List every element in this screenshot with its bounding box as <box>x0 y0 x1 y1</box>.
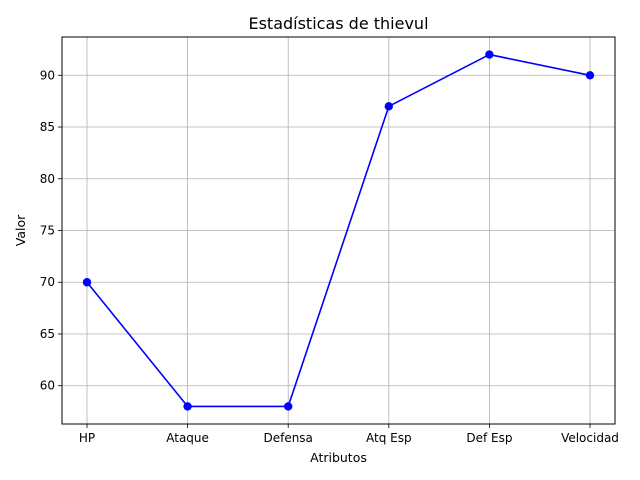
y-tick-label: 80 <box>40 172 55 186</box>
y-tick-label: 65 <box>40 327 55 341</box>
chart-title: Estadísticas de thievul <box>248 14 428 33</box>
data-point <box>82 278 92 287</box>
y-tick-label: 85 <box>40 120 55 134</box>
x-tick-label: Ataque <box>166 431 209 445</box>
data-point <box>284 402 293 411</box>
series-line <box>86 53 591 408</box>
y-tick-label: 60 <box>40 379 55 393</box>
x-tick-label: Def Esp <box>466 431 512 445</box>
x-tick-label: Atq Esp <box>366 431 412 445</box>
y-tick-label: 70 <box>40 275 55 289</box>
grid <box>62 37 615 424</box>
x-tick-label: Defensa <box>263 431 312 445</box>
x-axis-label: Atributos <box>310 450 367 465</box>
data-point <box>183 402 192 411</box>
x-tick-label: HP <box>79 431 95 445</box>
x-tick-label: Velocidad <box>561 431 619 445</box>
data-series <box>82 50 595 411</box>
y-axis-label: Valor <box>13 214 28 246</box>
data-point <box>384 102 393 111</box>
data-point <box>485 50 494 59</box>
data-point <box>585 71 595 80</box>
y-tick-label: 90 <box>40 68 55 82</box>
y-tick-label: 75 <box>40 224 55 238</box>
axis-ticks: HP Ataque Defensa Atq Esp Def Esp Velocidad 60… <box>40 68 619 445</box>
